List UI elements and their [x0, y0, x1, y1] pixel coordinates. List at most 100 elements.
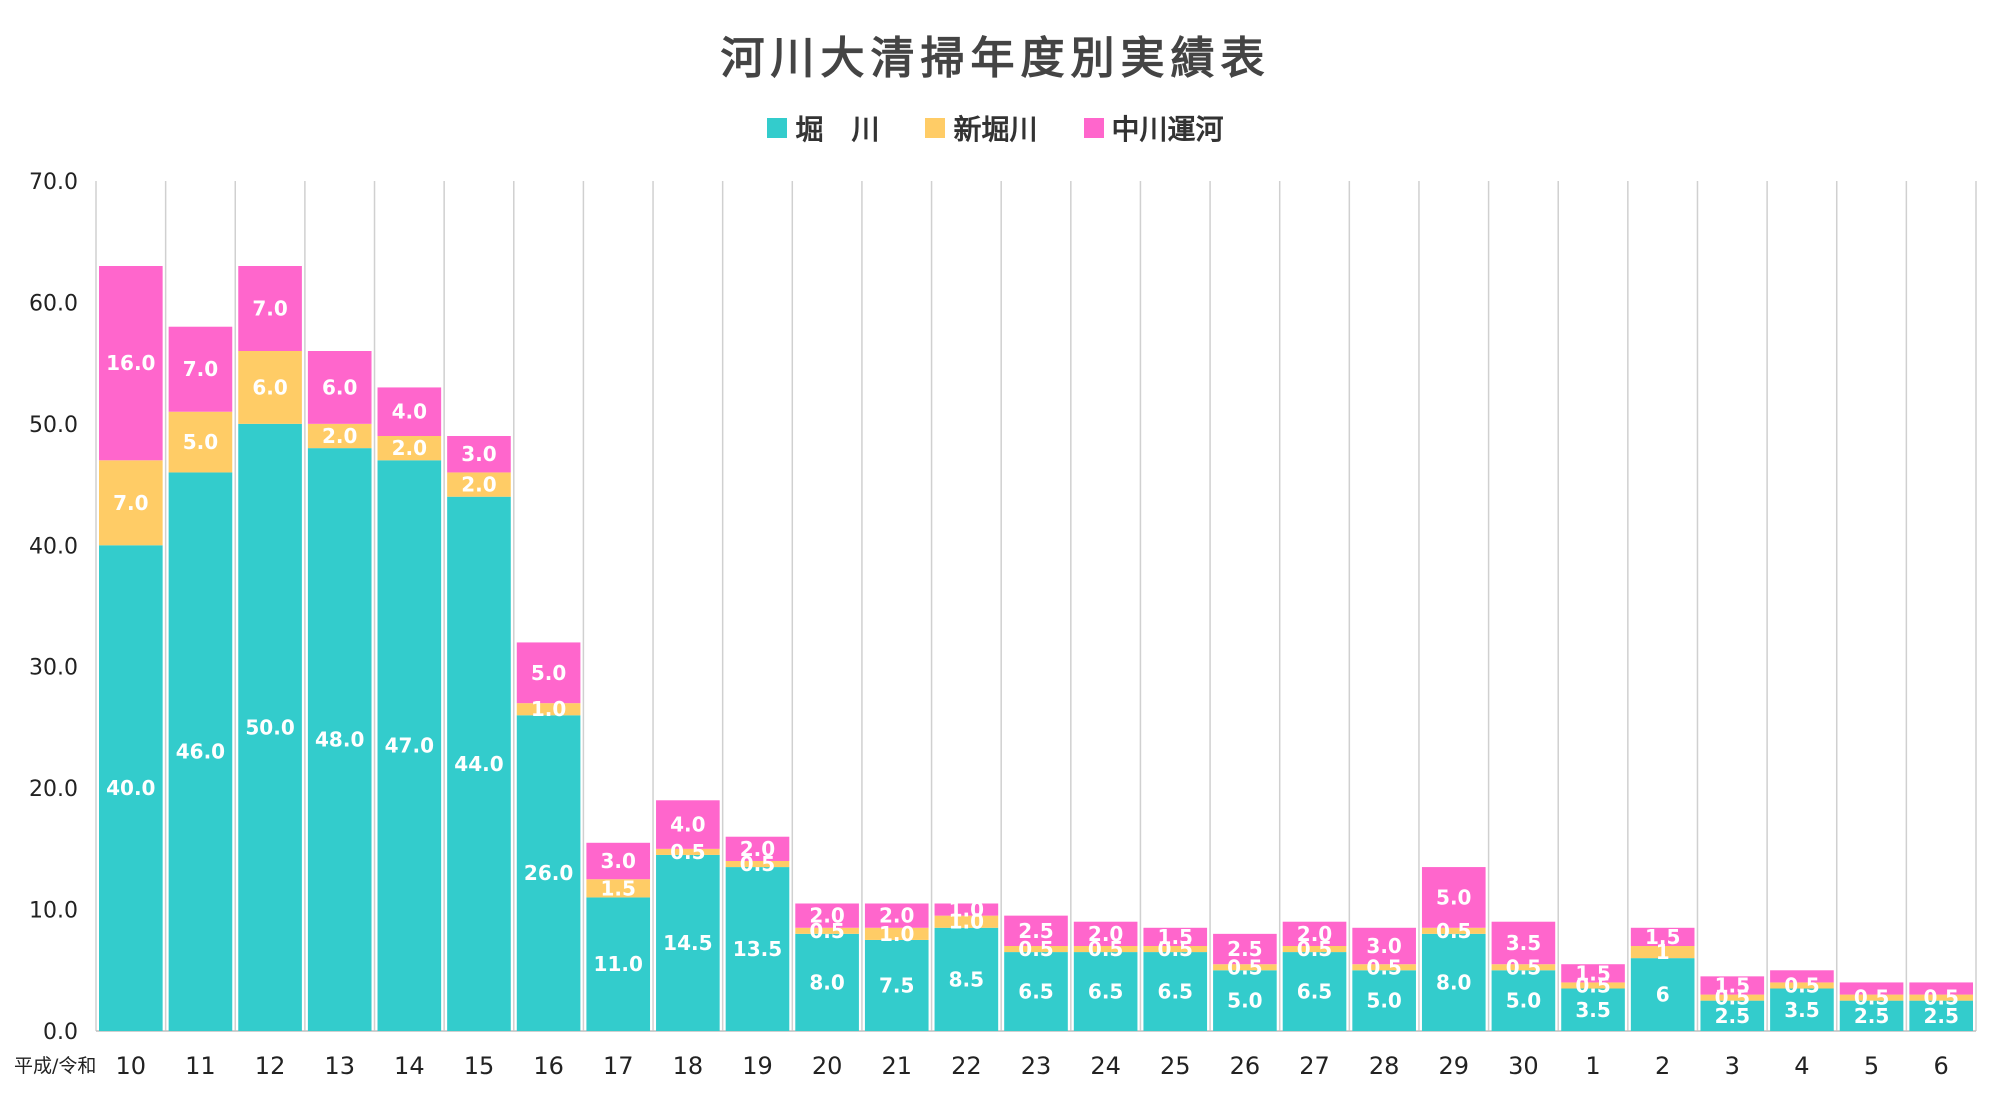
x-tick-label: 17 [603, 1052, 634, 1080]
data-label: 2.0 [809, 904, 844, 928]
bar-segment [238, 351, 302, 424]
data-label: 16.0 [106, 351, 155, 375]
bar-segment [1909, 1000, 1973, 1031]
bar-segment [1491, 970, 1556, 1031]
legend-item-shinhorikawa: 新堀川 [925, 108, 1038, 148]
data-label: 2.5 [1923, 1004, 1958, 1028]
data-label: 3.5 [1575, 998, 1610, 1022]
bar-segment [1073, 952, 1138, 1031]
y-tick-label: 20.0 [29, 777, 78, 802]
data-label: 5.0 [1366, 989, 1401, 1013]
data-label: 2.0 [1088, 922, 1123, 946]
legend-item-horikawa: 堀 川 [767, 108, 879, 148]
data-label: 7.5 [879, 973, 914, 997]
bar-segment [516, 703, 581, 716]
data-label: 2.5 [1227, 937, 1262, 961]
x-axis-era-label: 平成/令和 [14, 1055, 96, 1077]
bar-segment [934, 903, 999, 916]
bar-segment [1213, 933, 1277, 965]
bar-segment [447, 472, 511, 497]
x-tick-label: 25 [1160, 1052, 1191, 1080]
legend-label-horikawa: 堀 川 [795, 113, 880, 146]
x-tick-label: 27 [1299, 1052, 1330, 1080]
data-label: 6.5 [1297, 980, 1332, 1004]
data-label: 1.0 [879, 922, 914, 946]
data-label: 50.0 [245, 715, 294, 739]
bar-segment [99, 266, 163, 461]
bar-segment [1282, 921, 1347, 946]
data-label: 7.0 [183, 357, 218, 381]
data-label: 0.5 [1088, 937, 1123, 961]
bar-segment [1073, 921, 1138, 946]
x-tick-label: 2 [1655, 1052, 1670, 1080]
data-label: 8.0 [1436, 970, 1471, 994]
bar-segment [795, 933, 859, 1031]
x-tick-label: 16 [533, 1052, 564, 1080]
bar-segment [1421, 867, 1486, 928]
y-tick-label: 70.0 [29, 170, 78, 195]
data-label: 2.5 [1715, 1004, 1750, 1028]
data-label: 0.5 [1923, 986, 1958, 1010]
x-tick-label: 24 [1090, 1052, 1121, 1080]
bar-segment [1352, 964, 1416, 971]
bar-segment [1700, 1000, 1765, 1031]
bar-segment [99, 460, 163, 546]
bar-segment [1909, 982, 1973, 995]
bar-segment [1143, 946, 1208, 953]
bar-segment [1073, 946, 1138, 953]
legend-label-nakagawa-canal: 中川運河 [1111, 113, 1224, 146]
data-label: 0.5 [1854, 986, 1889, 1010]
bar-segment [238, 266, 302, 351]
data-label: 14.5 [663, 931, 712, 955]
x-tick-label: 22 [951, 1052, 982, 1080]
bar-segment [656, 848, 720, 855]
data-label: 1.0 [949, 898, 984, 922]
bar-segment [1700, 976, 1765, 995]
legend-label-shinhorikawa: 新堀川 [953, 113, 1038, 146]
bar-segment [725, 867, 790, 1031]
x-tick-label: 3 [1725, 1052, 1740, 1080]
bar-segment [1700, 994, 1765, 1001]
data-label: 8.5 [949, 967, 984, 991]
bar-segment [1004, 946, 1068, 953]
data-label: 2.5 [1854, 1004, 1889, 1028]
bar-segment [1770, 988, 1834, 1031]
bar-segment [1421, 933, 1486, 1031]
data-label: 5.0 [1227, 989, 1262, 1013]
data-label: 0.5 [809, 919, 844, 943]
x-tick-label: 13 [324, 1052, 355, 1080]
data-label: 0.5 [1366, 955, 1401, 979]
bar-segment [1491, 921, 1556, 965]
data-label: 0.5 [1297, 937, 1332, 961]
bar-segment [238, 423, 302, 1031]
data-label: 4.0 [392, 400, 427, 424]
x-tick-label: 18 [673, 1052, 704, 1080]
data-label: 0.5 [1158, 937, 1193, 961]
bar-segment [795, 903, 859, 928]
bar-segment [1770, 970, 1834, 983]
bar-segment [1630, 927, 1695, 946]
y-tick-label: 30.0 [29, 656, 78, 681]
data-label: 2.0 [740, 837, 775, 861]
y-tick-label: 60.0 [29, 291, 78, 316]
bar-segment [1282, 946, 1347, 953]
bar-segment [516, 715, 581, 1031]
bar-segment [586, 842, 651, 880]
bar-segment [864, 939, 929, 1031]
x-tick-label: 20 [812, 1052, 843, 1080]
data-label: 5.0 [183, 430, 218, 454]
data-label: 8.0 [809, 970, 844, 994]
bar-segment [1561, 988, 1625, 1031]
x-tick-label: 6 [1934, 1052, 1949, 1080]
bar-segment [168, 411, 233, 473]
bar-segment [725, 836, 790, 861]
data-label: 1.0 [949, 910, 984, 934]
bar-segment [1839, 982, 1904, 995]
bar-segment [656, 800, 720, 849]
x-tick-label: 1 [1585, 1052, 1600, 1080]
x-tick-label: 21 [881, 1052, 912, 1080]
data-label: 1 [1656, 940, 1670, 964]
data-label: 6.0 [322, 375, 357, 399]
data-label: 1.5 [1715, 973, 1750, 997]
bar-segment [1352, 970, 1416, 1031]
